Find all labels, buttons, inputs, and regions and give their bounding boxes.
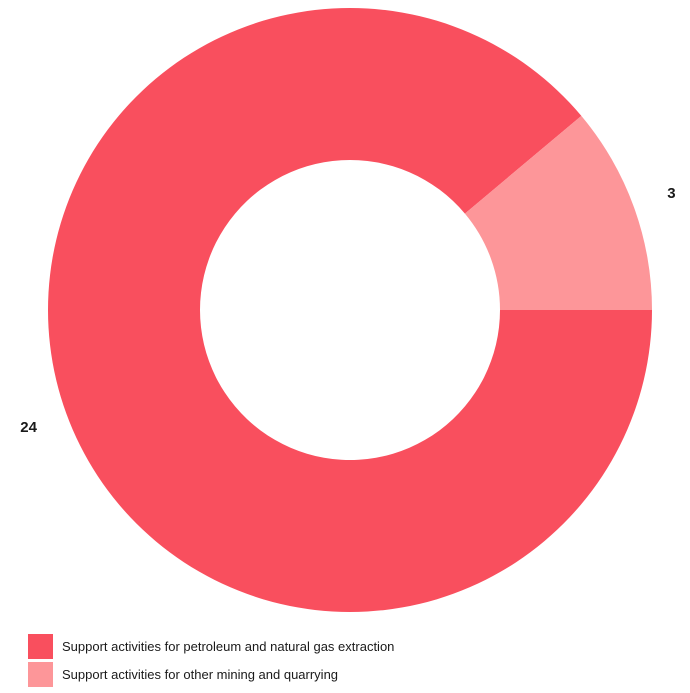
legend-label-petroleum: Support activities for petroleum and nat… [62, 638, 395, 654]
donut-slices [48, 8, 652, 612]
legend-item-mining: Support activities for other mining and … [28, 661, 394, 687]
donut-data-label-2: 3 [667, 185, 675, 202]
legend-label-mining: Support activities for other mining and … [62, 666, 339, 682]
legend-swatch-mining [28, 661, 53, 687]
donut-slice-1 [48, 8, 652, 612]
chart-legend: Support activities for petroleum and nat… [28, 633, 395, 690]
donut-data-labels: 24 3 [20, 185, 675, 436]
legend-item-petroleum: Support activities for petroleum and nat… [28, 633, 395, 659]
legend-swatch-petroleum [28, 633, 53, 659]
donut-data-label-1: 24 [20, 419, 37, 436]
donut-slice-2 [464, 115, 652, 310]
